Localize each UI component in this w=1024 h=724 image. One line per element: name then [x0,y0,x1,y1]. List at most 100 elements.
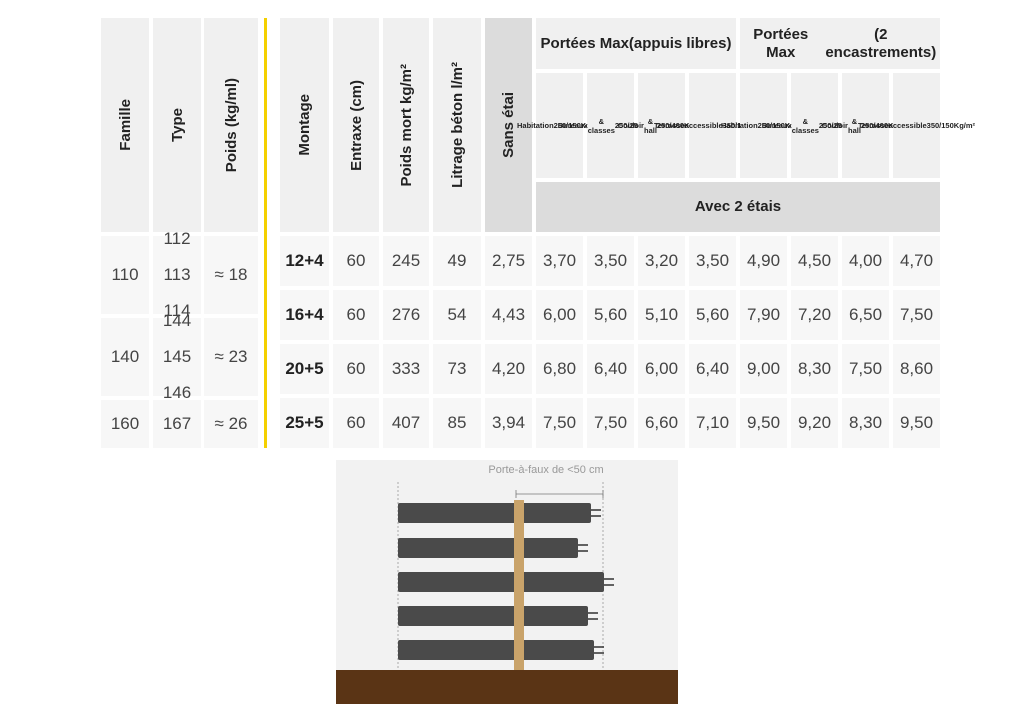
value-cell: 6,00 [536,290,583,340]
value-cell: 60 [333,344,379,394]
table-value: 60 [346,305,366,324]
table-value: 3,50 [695,251,730,270]
table-value: 4,50 [797,251,832,270]
sub-header-line: accessible [684,121,723,130]
right-header-1: Entraxe (cm) [333,18,379,232]
value-cell: 3,70 [536,236,583,286]
montage-cell: 25+5 [280,398,329,448]
famille-value: 110 [111,265,139,284]
value-cell: 3,20 [638,236,685,286]
cantilever-illustration: Porte-à-faux de <50 cm [336,460,678,704]
value-cell: 8,30 [791,344,838,394]
table-value: 4,00 [848,251,883,270]
beam [398,538,578,558]
famille-cell: 140 [101,318,149,396]
value-cell: 60 [333,398,379,448]
montage-cell: 12+4 [280,236,329,286]
table-value: 49 [447,251,467,270]
right-header-0: Montage [280,18,329,232]
type-value: 145 [162,347,192,366]
table-value: 333 [391,359,421,378]
group2-line: (2 encastrements) [825,25,937,61]
sub-header-line: 250/250 [614,121,643,130]
table-value: 4,43 [491,305,526,324]
table-value: 6,80 [542,359,577,378]
value-cell: 6,40 [689,344,736,394]
table-value: 6,40 [695,359,730,378]
sub-header-line: Kg/m² [953,121,976,130]
table-value: 9,20 [797,413,832,432]
table-value: 245 [391,251,421,270]
sub-header-line: & hall [847,116,861,135]
value-cell: 7,10 [689,398,736,448]
type-value: 144 [162,311,192,330]
type-value: 113 [163,265,191,284]
sub-header-line: & classes [587,116,615,135]
beam [398,503,591,523]
poids-value: ≈ 23 [214,347,248,366]
famille-value: 160 [110,414,140,433]
left-header-0: Famille [101,18,149,232]
sub-header-line: & hall [643,116,657,135]
value-cell: 9,50 [893,398,940,448]
montage-value: 16+4 [285,305,324,324]
sub-header-line: 250/400 [656,121,685,130]
table-value: 60 [346,359,366,378]
overhang-label: Porte-à-faux de <50 cm [488,464,603,476]
montage-value: 25+5 [285,413,324,432]
table-value: 9,00 [746,359,781,378]
value-cell: 276 [383,290,429,340]
value-cell: 6,50 [842,290,889,340]
type-cell: 112 113 114 [153,230,201,320]
table-value: 4,20 [491,359,526,378]
value-cell: 7,90 [740,290,787,340]
sub-header-line: Terrasse [857,121,889,130]
poids-value: ≈ 18 [214,265,248,284]
table-value: 6,50 [848,305,883,324]
table-value: 6,60 [644,413,679,432]
value-cell: 5,60 [587,290,634,340]
table-value: 5,60 [695,305,730,324]
support-post [514,500,524,670]
table-value: 8,30 [848,413,883,432]
right-header-text: Litrage béton l/m² [448,62,466,188]
sub-header-line: Habitation [720,121,758,130]
table-value: 3,94 [491,413,526,432]
sub-header-line: Terrasse [653,121,685,130]
value-cell: 7,50 [842,344,889,394]
value-cell: 4,20 [485,344,532,394]
avec-2-etais-label: Avec 2 étais [536,182,940,232]
sub-header-line: 250/400 [860,121,889,130]
value-cell: 6,00 [638,344,685,394]
group1-title: Portées Max (appuis libres) [536,18,736,69]
value-cell: 3,94 [485,398,532,448]
sub-header-line: 250/250 [818,121,847,130]
sub-header-line: & classes [791,116,819,135]
value-cell: 407 [383,398,429,448]
sub-header-line: Habitation [516,121,554,130]
left-header-text: Type [168,108,186,142]
type-cell: 167 [153,400,201,448]
sub-header-line: Couloir [617,121,644,130]
group1-line: Portées Max [540,34,629,52]
sub-header-line: Couloir [821,121,848,130]
table-value: 8,30 [797,359,832,378]
value-cell: 54 [433,290,481,340]
montage-value: 20+5 [285,359,324,378]
value-cell: 8,30 [842,398,889,448]
group2-title: Portées Max (2 encastrements) [740,18,940,69]
ground [336,670,678,704]
value-cell: 4,70 [893,236,940,286]
right-header-3: Litrage béton l/m² [433,18,481,232]
type-value: 112 [163,229,191,248]
table-value: 4,90 [746,251,781,270]
montage-cell: 16+4 [280,290,329,340]
table-value: 7,10 [695,413,730,432]
sub-header-line: 250/150 [553,121,581,130]
sub-header-line: Bureaux [557,121,588,130]
table-value: 3,20 [644,251,679,270]
